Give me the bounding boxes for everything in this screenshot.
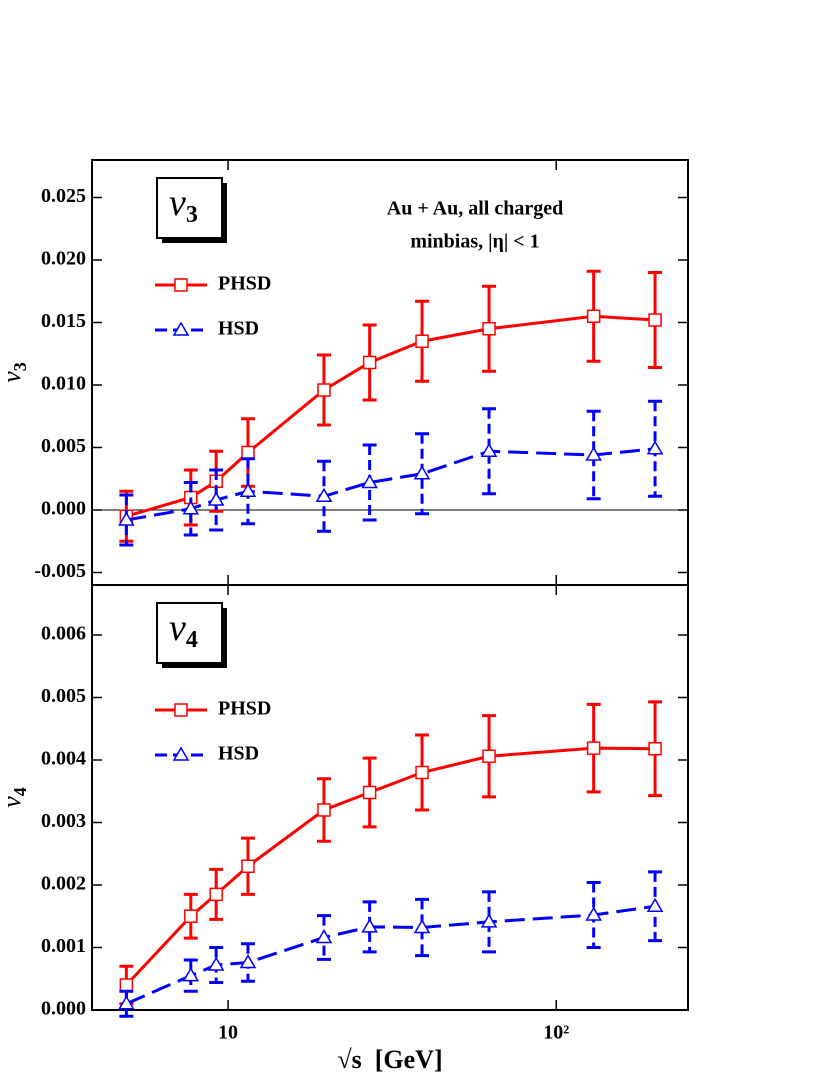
y-tick-label: 0.015 [41, 310, 86, 332]
legend-label: PHSD [218, 273, 271, 295]
y-tick-label: 0.020 [41, 248, 86, 270]
legend-marker [174, 278, 188, 292]
y-axis-label-main: v [0, 796, 26, 808]
legend-label: HSD [218, 743, 259, 765]
data-point [415, 765, 429, 780]
series-line [126, 447, 656, 522]
panel-label: v4 [169, 607, 198, 653]
data-point [362, 785, 377, 800]
y-tick-label: 0.005 [41, 685, 86, 707]
y-axis-label: v4 [0, 787, 30, 808]
data-point [586, 309, 601, 323]
x-tick-label: 10 [218, 1022, 238, 1044]
data-point [315, 487, 333, 502]
data-point [413, 465, 431, 480]
annotation: minbias, |η| < 1 [410, 231, 539, 253]
y-tick-label: 0.000 [41, 998, 86, 1020]
legend-label: HSD [218, 318, 259, 340]
data-point [241, 859, 255, 873]
data-point [118, 511, 135, 526]
data-point [648, 742, 662, 756]
data-point [317, 803, 331, 817]
data-point [585, 906, 602, 921]
y-axis-label: v3 [0, 362, 30, 383]
data-point [207, 491, 225, 506]
data-point [482, 322, 496, 336]
y-tick-label: 0.005 [41, 435, 86, 457]
data-point [118, 995, 135, 1010]
annotation: Au + Au, all charged [387, 198, 563, 220]
panel-label-sub: 3 [186, 202, 198, 228]
data-point [182, 967, 200, 982]
label-box [156, 177, 223, 239]
y-tick-label: 0.003 [41, 810, 86, 832]
y-tick-label: -0.005 [34, 560, 86, 582]
data-point [317, 383, 331, 397]
y-tick-label: 0.006 [41, 623, 86, 645]
legend-label: PHSD [218, 698, 271, 720]
data-point [585, 446, 602, 461]
y-axis-label-sub: 3 [10, 362, 30, 371]
data-point [315, 929, 333, 944]
y-axis-label-sub: 4 [10, 787, 30, 796]
data-point [239, 482, 257, 497]
data-point [480, 442, 498, 457]
legend-marker-shape [174, 278, 188, 292]
y-tick-label: 0.004 [41, 748, 86, 770]
data-point [184, 909, 198, 923]
data-point [119, 978, 134, 992]
legend-marker [174, 703, 188, 717]
x-axis-label: √s [GeV] [337, 1045, 442, 1074]
series-line [125, 904, 656, 1006]
data-point [241, 445, 255, 460]
data-point [586, 741, 601, 755]
plot-frame [91, 584, 689, 1011]
data-point [413, 919, 431, 934]
legend-marker [172, 321, 190, 336]
legend-marker-shape [172, 321, 190, 336]
legend-marker-shape [172, 746, 190, 761]
data-point [239, 954, 257, 969]
data-point [207, 956, 225, 971]
data-point [480, 913, 498, 928]
panel-label-main: v [169, 607, 186, 649]
data-point [482, 749, 496, 763]
data-point [361, 918, 378, 933]
y-axis-label-main: v [0, 371, 26, 383]
series-line [125, 314, 656, 518]
y-tick-label: 0.025 [41, 185, 86, 207]
panel-label-main: v [169, 182, 186, 224]
data-point [646, 440, 664, 455]
label-box [156, 602, 223, 664]
data-point [361, 474, 378, 489]
y-tick-label: 0.001 [41, 935, 86, 957]
panel-label: v3 [169, 182, 198, 228]
data-point [182, 500, 200, 515]
legend-marker [172, 746, 190, 761]
y-tick-label: 0.010 [41, 373, 86, 395]
data-point [646, 897, 664, 912]
data-point [648, 313, 662, 327]
data-point [209, 887, 223, 902]
y-tick-label: 0.000 [41, 498, 86, 520]
x-tick-label: 10² [543, 1022, 569, 1044]
data-point [362, 355, 377, 370]
legend-marker-shape [174, 703, 188, 717]
series-line [125, 746, 656, 987]
panel-label-sub: 4 [186, 627, 198, 653]
data-point [415, 334, 429, 348]
y-tick-label: 0.002 [41, 873, 86, 895]
